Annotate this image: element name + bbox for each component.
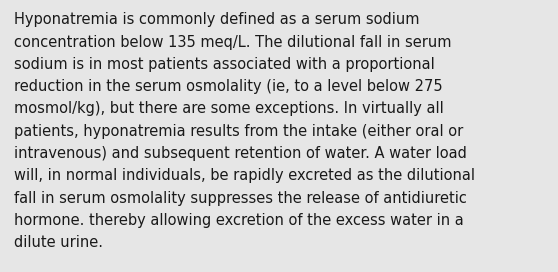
Text: sodium is in most patients associated with a proportional: sodium is in most patients associated wi… [14, 57, 435, 72]
Text: mosmol/kg), but there are some exceptions. In virtually all: mosmol/kg), but there are some exception… [14, 101, 444, 116]
Text: will, in normal individuals, be rapidly excreted as the dilutional: will, in normal individuals, be rapidly … [14, 168, 475, 183]
Text: intravenous) and subsequent retention of water. A water load: intravenous) and subsequent retention of… [14, 146, 467, 161]
Text: reduction in the serum osmolality (ie, to a level below 275: reduction in the serum osmolality (ie, t… [14, 79, 442, 94]
Text: fall in serum osmolality suppresses the release of antidiuretic: fall in serum osmolality suppresses the … [14, 191, 467, 206]
Text: Hyponatremia is commonly defined as a serum sodium: Hyponatremia is commonly defined as a se… [14, 12, 420, 27]
Text: hormone. thereby allowing excretion of the excess water in a: hormone. thereby allowing excretion of t… [14, 213, 464, 228]
Text: concentration below 135 meq/L. The dilutional fall in serum: concentration below 135 meq/L. The dilut… [14, 35, 451, 50]
Text: dilute urine.: dilute urine. [14, 235, 103, 250]
Text: patients, hyponatremia results from the intake (either oral or: patients, hyponatremia results from the … [14, 124, 463, 139]
